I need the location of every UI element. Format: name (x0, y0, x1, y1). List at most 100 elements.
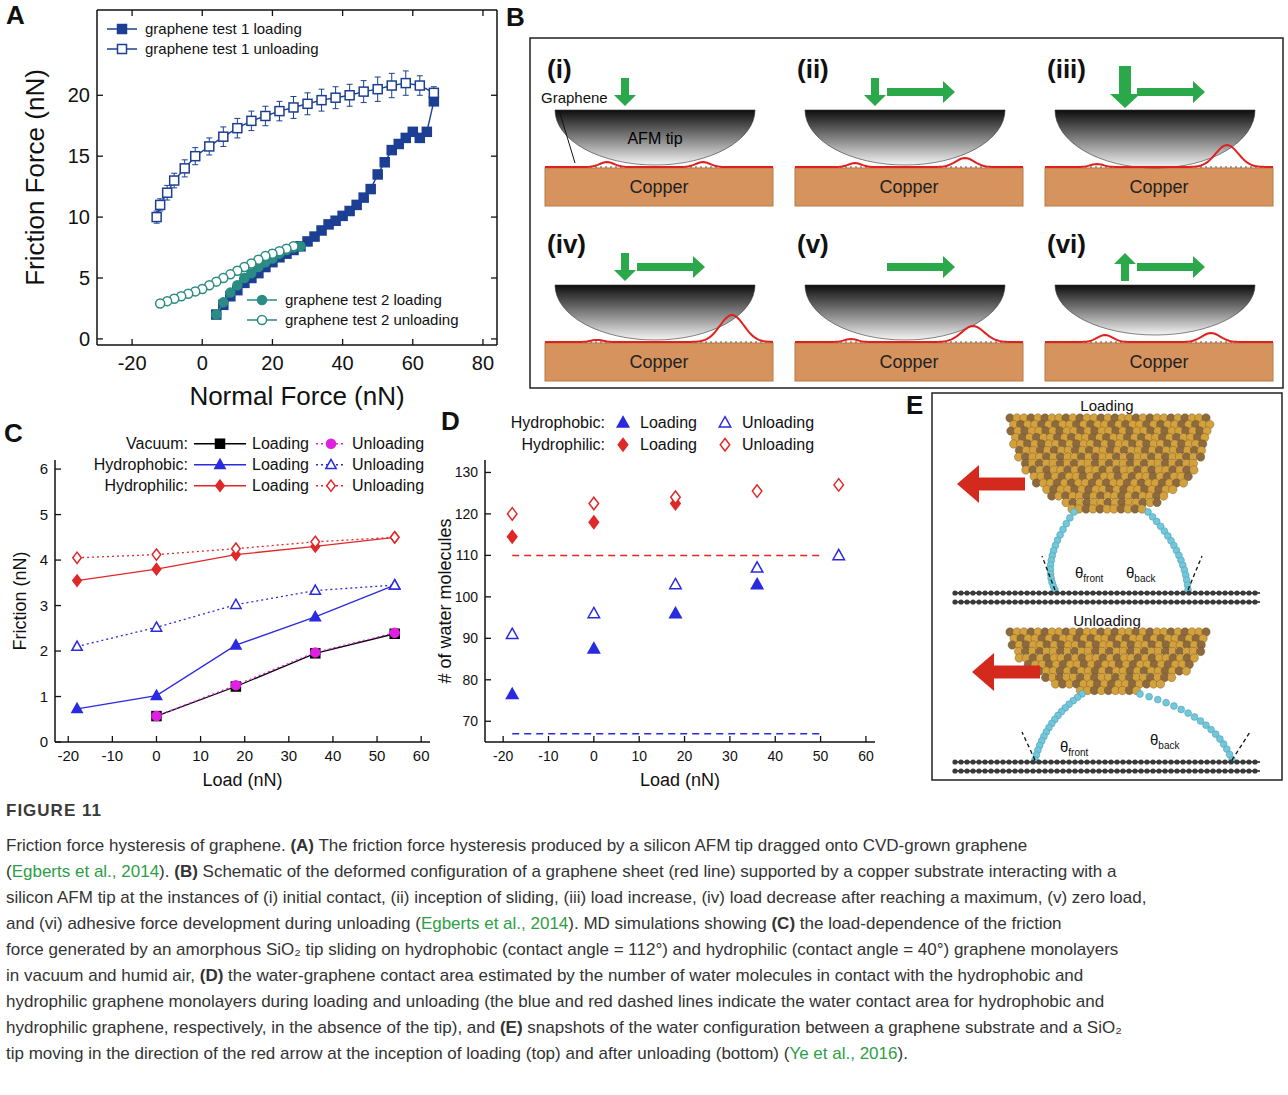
y-tick (485, 679, 491, 680)
carbon-atom (1018, 590, 1023, 595)
series-line (77, 585, 395, 709)
step-label: (ii) (797, 54, 829, 84)
carbon-atom (1180, 759, 1185, 764)
x-tick (412, 10, 413, 16)
carbon-atom (1210, 599, 1215, 604)
caption-run: (D) (200, 966, 224, 985)
x-tick-label: 30 (722, 748, 738, 764)
angle-label: θfront (1060, 738, 1089, 758)
legend-label: graphene test 2 loading (285, 291, 442, 308)
marker (317, 96, 326, 105)
marker (833, 549, 845, 559)
graphene-sheet (1045, 333, 1273, 342)
carbon-atom (988, 599, 993, 604)
carbon-atom (1048, 599, 1053, 604)
carbon-atom (1132, 768, 1137, 773)
tip-atom (1196, 647, 1204, 655)
panel-frame (932, 393, 1282, 780)
marker (310, 585, 320, 594)
carbon-atom (988, 590, 993, 595)
x-tick (502, 736, 503, 742)
marker (752, 485, 762, 498)
marker (73, 575, 82, 586)
carbon-atom (1030, 759, 1035, 764)
carbon-atom (958, 759, 963, 764)
carbon-atom (1180, 590, 1185, 595)
carbon-atom (1078, 759, 1083, 764)
carbon-atom (1150, 590, 1155, 595)
carbon-atom (1060, 599, 1065, 604)
axes: -20-1001020304050600123456Load (nN)Frict… (10, 460, 430, 790)
tip-atom (1169, 485, 1177, 493)
panel-letter: C (4, 418, 23, 448)
load-arrow (1110, 66, 1140, 108)
x-tick (412, 339, 413, 345)
y-axis-title: # of water molecules (435, 518, 455, 683)
carbon-atom (1240, 590, 1245, 595)
marker (152, 213, 161, 222)
marker (212, 310, 221, 319)
marker (233, 124, 242, 133)
carbon-atom (1132, 759, 1137, 764)
marker (327, 439, 336, 448)
carbon-atom (964, 759, 969, 764)
angle-symbol: θ (1150, 731, 1158, 748)
y-tick (55, 514, 61, 515)
marker (289, 103, 298, 112)
y-tick (55, 696, 61, 697)
carbon-atom (1090, 768, 1095, 773)
carbon-atom (1030, 768, 1035, 773)
step-label: (vi) (1047, 229, 1086, 259)
caption-run: ). (897, 1044, 907, 1063)
angle-symbol: θ (1075, 564, 1083, 581)
x-tick-label: 50 (813, 748, 829, 764)
carbon-atom (1066, 590, 1071, 595)
panel-letter: D (441, 406, 460, 436)
carbon-atom (1204, 590, 1209, 595)
carbon-atom (1252, 590, 1257, 595)
marker (163, 188, 172, 197)
carbon-atom (1018, 599, 1023, 604)
x-tick-label: 20 (677, 748, 693, 764)
axis-line (97, 9, 497, 11)
carbon-atom (1114, 768, 1119, 773)
y-tick (55, 605, 61, 606)
carbon-atom (1126, 590, 1131, 595)
x-tick-label: 50 (369, 747, 386, 764)
tip-atom (1179, 479, 1187, 487)
legend: graphene test 1 loadinggraphene test 1 u… (107, 20, 458, 328)
x-tick-label: 40 (325, 747, 342, 764)
marker (507, 508, 517, 520)
water-molecule (1171, 703, 1178, 710)
figure: A-2002040608005101520Normal Force (nN)Fr… (0, 0, 1288, 1095)
carbon-atom (964, 768, 969, 773)
carbon-atom (976, 768, 981, 773)
y-tick (485, 513, 491, 514)
x-axis-title: Normal Force (nN) (189, 381, 404, 411)
tip-label: AFM tip (627, 130, 682, 147)
panel-letter: E (906, 390, 923, 420)
tip-atom (1160, 492, 1168, 500)
sliding-arrow (637, 256, 705, 278)
caption-line: hydrophilic graphene monolayers during l… (6, 992, 1104, 1011)
carbon-atom (1168, 599, 1173, 604)
caption-run: the water-graphene contact area estimate… (223, 966, 1083, 985)
water-molecule (1163, 699, 1170, 706)
axes: -2002040608005101520Normal Force (nN)Fri… (20, 10, 497, 411)
carbon-atom (994, 759, 999, 764)
carbon-atom (1138, 759, 1143, 764)
series-line (77, 585, 395, 646)
carbon-atom (1120, 768, 1125, 773)
copper-substrate (795, 168, 1023, 206)
marker (380, 158, 389, 167)
schematic-step: Copper(i)GrapheneAFM tip (541, 54, 773, 206)
step-label: (v) (797, 229, 829, 259)
x-tick (131, 10, 132, 16)
carbon-atom (1108, 590, 1113, 595)
marker (303, 99, 312, 108)
legend-label: Loading (640, 414, 697, 431)
carbon-atom (1168, 759, 1173, 764)
y-tick (491, 277, 497, 278)
angle-subscript: back (1158, 740, 1180, 751)
marker (152, 549, 161, 560)
